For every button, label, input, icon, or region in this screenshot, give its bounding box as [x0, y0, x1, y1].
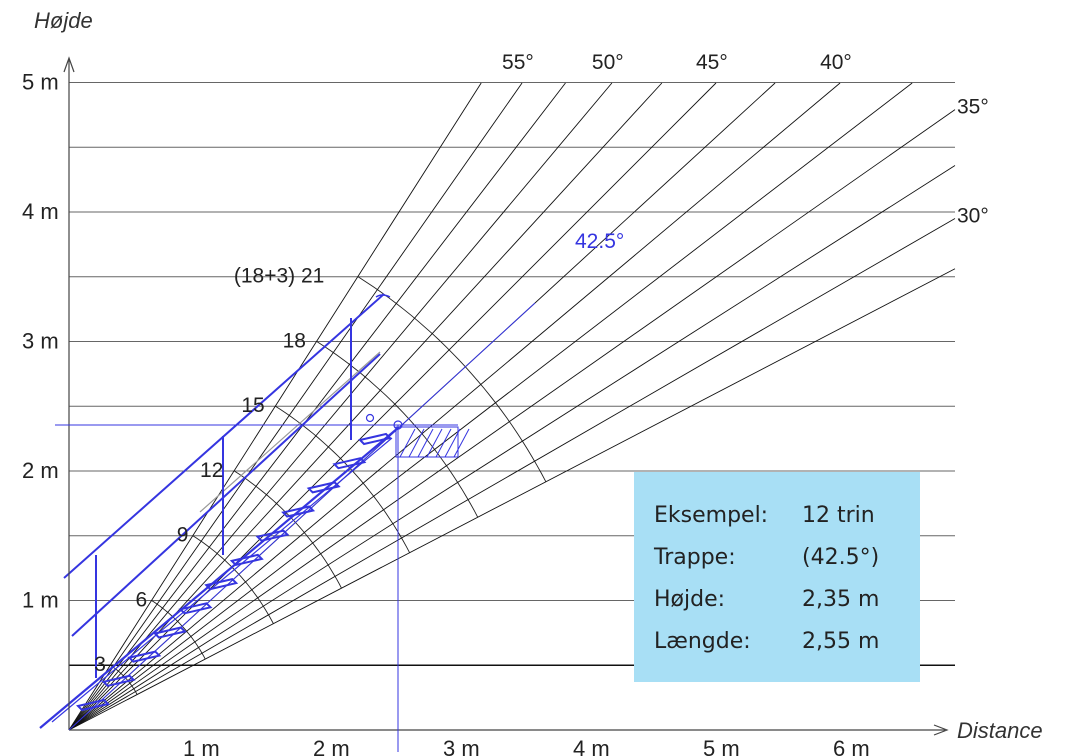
y-tick-label: 1 m — [22, 588, 59, 613]
info-row-stair: Trappe: (42.5°) — [654, 536, 920, 578]
hatch-line — [408, 428, 425, 458]
stair-tread — [76, 698, 110, 712]
angle-ray — [68, 82, 482, 731]
stair-tread — [255, 529, 290, 542]
info-label: Eksempel: — [654, 502, 769, 528]
stair-tread — [306, 481, 341, 494]
info-label: Højde: — [654, 586, 726, 612]
x-axis-title: Distance — [957, 718, 1043, 743]
hatch-line — [444, 428, 461, 458]
angle-ray — [68, 165, 956, 731]
angle-label: 45° — [696, 51, 728, 74]
stair-tread — [127, 650, 162, 663]
y-tick-label: 5 m — [22, 70, 59, 95]
y-tick-label: 3 m — [22, 329, 59, 354]
hatch-line — [435, 428, 452, 458]
handrail-lower — [71, 353, 381, 637]
y-axis-arrow — [63, 56, 75, 73]
y-tick-labels: 1 m 2 m 3 m 4 m 5 m — [22, 70, 59, 613]
step-labels: 3 6 9 12 15 18 (18+3) 21 — [94, 265, 324, 677]
x-tick-label: 3 m — [443, 736, 480, 756]
landing — [395, 426, 459, 458]
step-label: (18+3) 21 — [234, 265, 324, 288]
angle-label: 35° — [957, 96, 989, 119]
angle-ray — [68, 82, 566, 731]
y-axis-title: Højde — [34, 8, 93, 33]
handrail-end — [375, 294, 391, 298]
stair-tread — [358, 432, 392, 446]
info-value: 12 trin — [802, 502, 875, 528]
info-row-length: Længde: 2,55 m — [654, 620, 920, 662]
x-tick-label: 1 m — [183, 736, 220, 756]
stair-tread — [152, 626, 187, 639]
highlight-group: 42.5° — [55, 230, 624, 752]
angle-label: 30° — [957, 204, 989, 227]
angle-ray — [68, 82, 613, 731]
x-tick-label: 2 m — [313, 736, 350, 756]
info-value: 2,55 m — [802, 628, 880, 654]
info-row-height: Højde: 2,35 m — [654, 578, 920, 620]
angle-rays — [68, 82, 956, 731]
info-value: (42.5°) — [802, 544, 880, 570]
stair-tread — [332, 457, 367, 470]
step-label: 12 — [200, 459, 223, 482]
angle-ray — [68, 82, 913, 731]
x-axis-arrow — [933, 724, 949, 736]
x-tick-labels: 1 m 2 m 3 m 4 m 5 m 6 m — [183, 736, 870, 756]
highlight-angle-label: 42.5° — [575, 230, 624, 253]
handrail-joint — [365, 413, 375, 423]
hatch-line — [426, 428, 443, 458]
stair-tread — [101, 674, 136, 687]
stringer-lower — [39, 427, 399, 729]
stair-tread — [178, 602, 213, 615]
stair-tread — [281, 505, 316, 518]
step-label: 3 — [94, 653, 106, 676]
angle-label: 55° — [502, 51, 534, 74]
angle-ray — [68, 82, 717, 731]
angle-ray — [68, 109, 956, 731]
x-tick-label: 5 m — [703, 736, 740, 756]
step-label: 9 — [177, 524, 189, 547]
angle-ray — [68, 82, 841, 731]
highlight-ray — [68, 302, 536, 731]
axes: Højde Distance — [34, 8, 1043, 743]
handrail-shadow — [199, 351, 381, 513]
angle-ray — [68, 82, 523, 731]
stair-tread — [204, 578, 239, 591]
hatch-line — [417, 428, 434, 458]
angle-label: 40° — [820, 51, 852, 74]
x-tick-label: 6 m — [833, 736, 870, 756]
x-tick-label: 4 m — [573, 736, 610, 756]
step-label: 15 — [241, 394, 264, 417]
y-tick-label: 2 m — [22, 458, 59, 483]
hatch-line — [453, 428, 470, 458]
info-label: Trappe: — [654, 544, 736, 570]
angle-label: 50° — [592, 51, 624, 74]
marker-point — [393, 420, 403, 430]
y-tick-label: 4 m — [22, 199, 59, 224]
step-label: 6 — [136, 588, 148, 611]
angle-labels: 55° 50° 45° 40° 35° 30° — [502, 51, 989, 227]
info-row-example: Eksempel: 12 trin — [654, 494, 920, 536]
info-value: 2,35 m — [802, 586, 880, 612]
info-label: Længde: — [654, 628, 751, 654]
angle-ray — [68, 218, 956, 731]
step-label: 18 — [283, 329, 306, 352]
stair-example-drawing — [39, 293, 470, 729]
stair-tread — [229, 553, 264, 566]
hatch-line — [399, 428, 416, 458]
example-info-box: Eksempel: 12 trin Trappe: (42.5°) Højde:… — [634, 472, 920, 682]
angle-ray — [68, 268, 956, 731]
